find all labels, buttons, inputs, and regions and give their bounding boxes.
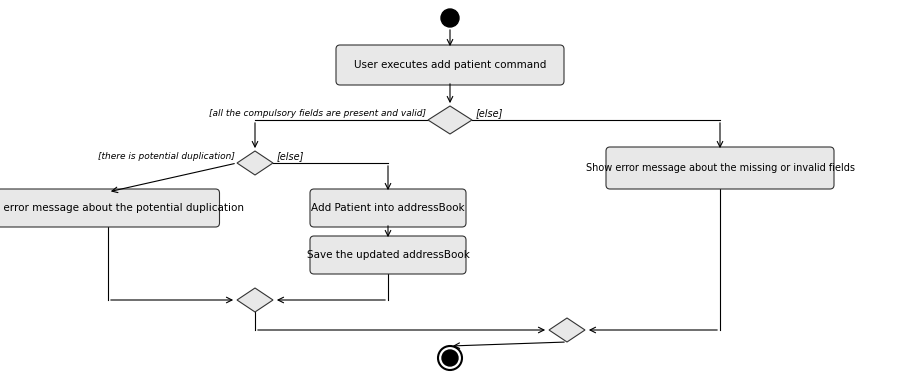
Text: Add Patient into addressBook: Add Patient into addressBook	[311, 203, 464, 213]
Circle shape	[438, 346, 462, 370]
FancyBboxPatch shape	[0, 189, 220, 227]
Text: [else]: [else]	[277, 151, 304, 161]
Polygon shape	[549, 318, 585, 342]
Polygon shape	[428, 106, 472, 134]
Text: [there is potential duplication]: [there is potential duplication]	[98, 152, 235, 161]
Text: [all the compulsory fields are present and valid]: [all the compulsory fields are present a…	[209, 109, 426, 118]
FancyBboxPatch shape	[310, 236, 466, 274]
Circle shape	[442, 350, 458, 366]
Polygon shape	[237, 151, 273, 175]
Polygon shape	[237, 288, 273, 312]
Text: Show error message about the potential duplication: Show error message about the potential d…	[0, 203, 244, 213]
Text: User executes add patient command: User executes add patient command	[354, 60, 546, 70]
Text: [else]: [else]	[476, 108, 503, 118]
FancyBboxPatch shape	[606, 147, 834, 189]
Circle shape	[441, 9, 459, 27]
Text: Save the updated addressBook: Save the updated addressBook	[307, 250, 470, 260]
Text: Show error message about the missing or invalid fields: Show error message about the missing or …	[586, 163, 854, 173]
FancyBboxPatch shape	[310, 189, 466, 227]
FancyBboxPatch shape	[336, 45, 564, 85]
